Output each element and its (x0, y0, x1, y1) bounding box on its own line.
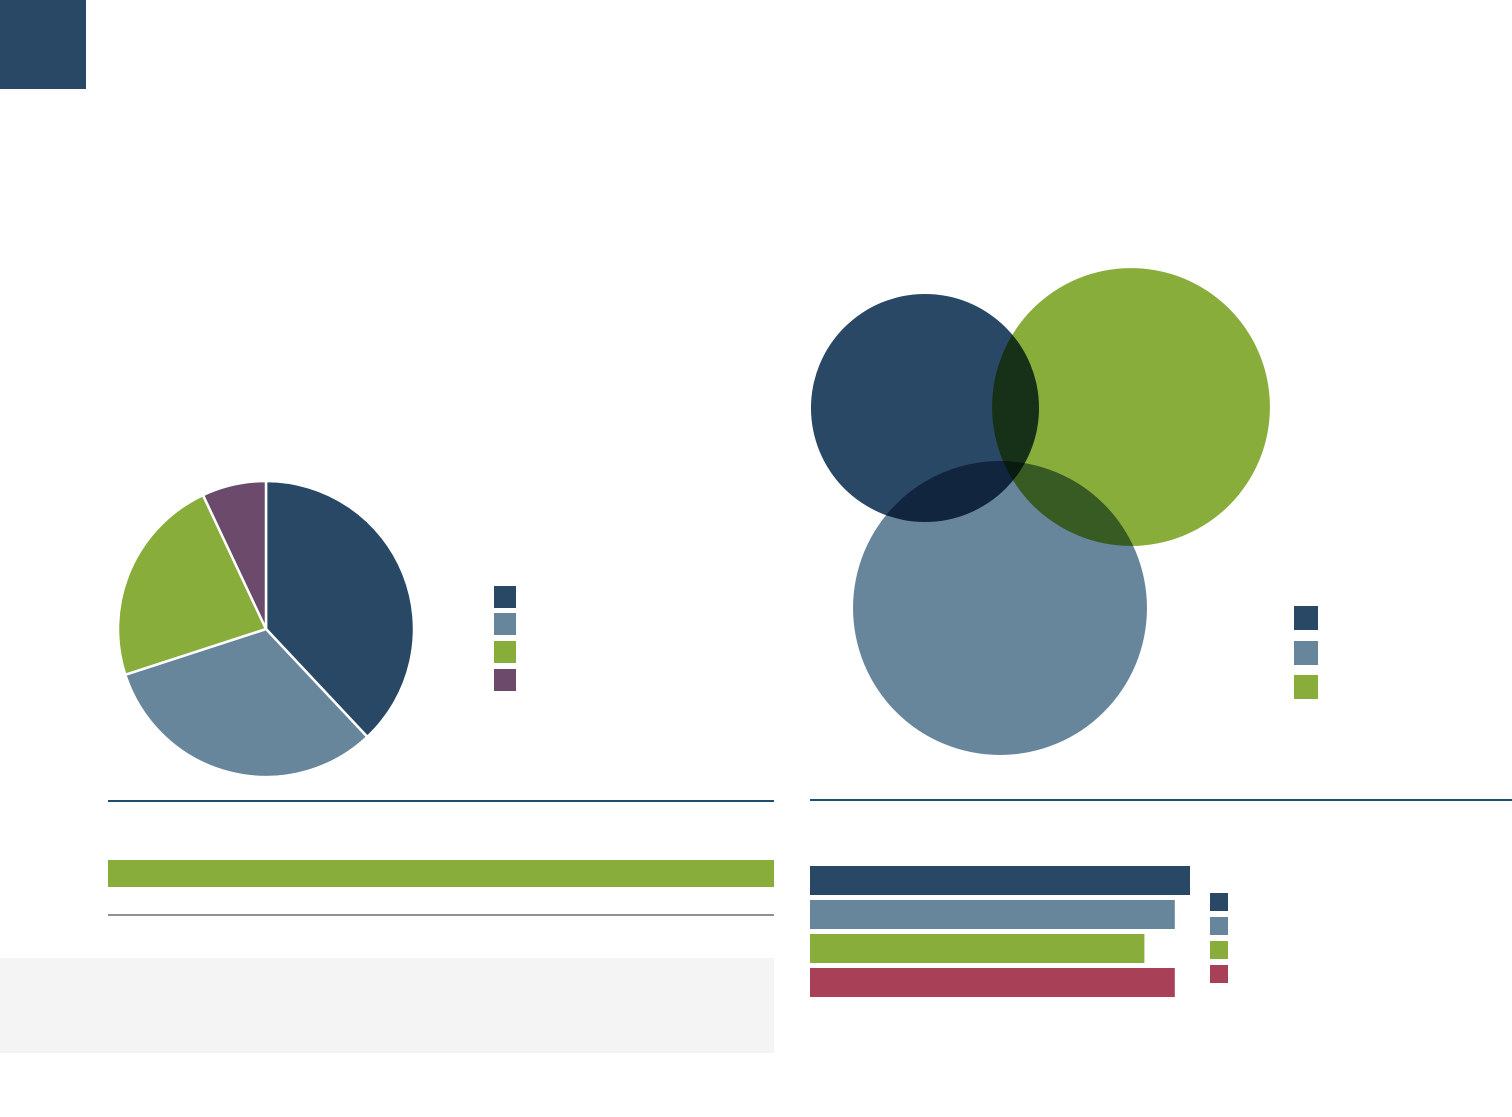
legend-swatch (494, 641, 516, 663)
legend-swatch (1210, 965, 1228, 983)
section-band (108, 860, 774, 887)
bar (810, 934, 1145, 963)
bar (810, 968, 1175, 997)
pie-slice (116, 493, 268, 677)
pie-slice (201, 479, 268, 630)
pie-slice (123, 627, 370, 779)
legend-swatch (494, 586, 516, 608)
bar (810, 900, 1175, 929)
legend-swatch (494, 669, 516, 691)
legend-swatch (1294, 641, 1318, 665)
corner-block (0, 0, 86, 89)
bar (810, 866, 1190, 895)
legend-swatch (1210, 917, 1228, 935)
note-box (0, 958, 774, 1053)
legend-swatch (1294, 606, 1318, 630)
charts (116, 268, 1318, 997)
pie-slice (264, 479, 416, 739)
venn-circle (853, 461, 1147, 755)
legend-swatch (1210, 941, 1228, 959)
legend-swatch (1210, 893, 1228, 911)
legend-swatch (494, 613, 516, 635)
legend-swatch (1294, 675, 1318, 699)
